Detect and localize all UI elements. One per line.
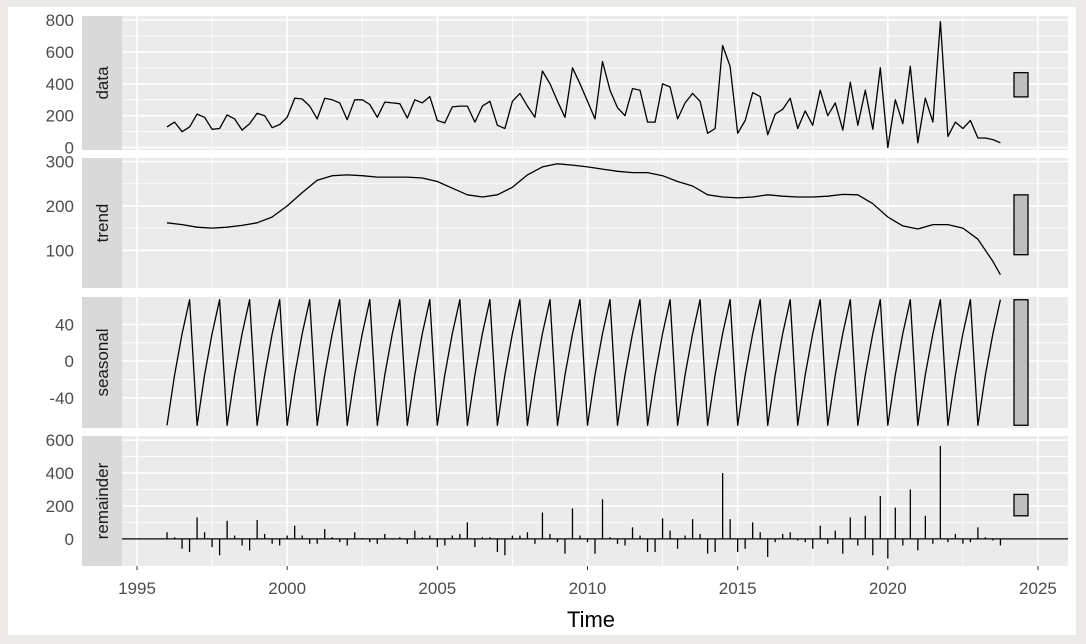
x-tick-label: 2020: [869, 579, 907, 598]
y-tick-label: 0: [65, 530, 74, 549]
strip-label-data: data: [93, 66, 112, 100]
y-tick-label: 40: [55, 315, 74, 334]
x-tick-label: 1995: [118, 579, 156, 598]
range-bar: [1013, 71, 1029, 98]
y-tick-label: 100: [46, 241, 74, 260]
series-line-seasonal: [166, 299, 1002, 426]
chart-frame: 0 200 400 600 800 data 100 200 300 trend 40 0 -40 sea…: [8, 7, 1076, 635]
series-line-trend: [166, 163, 1001, 276]
stl-decomposition-chart: 0200400600800data100200300trend400-40sea…: [46, 11, 1068, 632]
panel-trend: 100 200 300 trend: [46, 153, 1068, 288]
x-tick-label: 2005: [418, 579, 456, 598]
series-line-data: [166, 20, 1001, 149]
x-axis: 1995 2000 2005 2010 2015 2020 2025 Time: [118, 566, 1057, 632]
strip-background: [82, 158, 122, 288]
strip-label-seasonal: seasonal: [93, 328, 112, 396]
y-tick-label: 0: [65, 139, 74, 158]
strip-background: [82, 16, 122, 150]
x-tick-label: 2010: [569, 579, 607, 598]
panel-background: [122, 297, 1068, 428]
range-bar: [1013, 299, 1029, 426]
x-tick-label: 2000: [268, 579, 306, 598]
x-tick-label: 2025: [1019, 579, 1057, 598]
y-tick-label: 0: [65, 352, 74, 371]
panel-seasonal: 40 0 -40 seasonal: [49, 297, 1068, 428]
y-tick-label: 400: [46, 75, 74, 94]
panel-data: 0 200 400 600 800 data: [46, 11, 1068, 158]
strip-background: [82, 297, 122, 428]
strip-label-remainder: remainder: [93, 462, 112, 539]
y-tick-label: -40: [49, 389, 74, 408]
strip-background: [82, 436, 122, 566]
y-tick-label: 200: [46, 107, 74, 126]
y-tick-label: 300: [46, 153, 74, 172]
panel-background: [122, 158, 1068, 288]
y-tick-label: 400: [46, 464, 74, 483]
panel-remainder: 0 200 400 600 remainder: [46, 431, 1068, 566]
y-tick-label: 200: [46, 497, 74, 516]
y-tick-label: 600: [46, 431, 74, 450]
y-tick-label: 200: [46, 197, 74, 216]
y-tick-label: 800: [46, 11, 74, 30]
range-bar: [1013, 493, 1029, 517]
y-tick-label: 600: [46, 43, 74, 62]
range-bar: [1013, 194, 1029, 256]
x-tick-label: 2015: [719, 579, 757, 598]
x-axis-title: Time: [567, 607, 615, 632]
strip-label-trend: trend: [93, 204, 112, 243]
